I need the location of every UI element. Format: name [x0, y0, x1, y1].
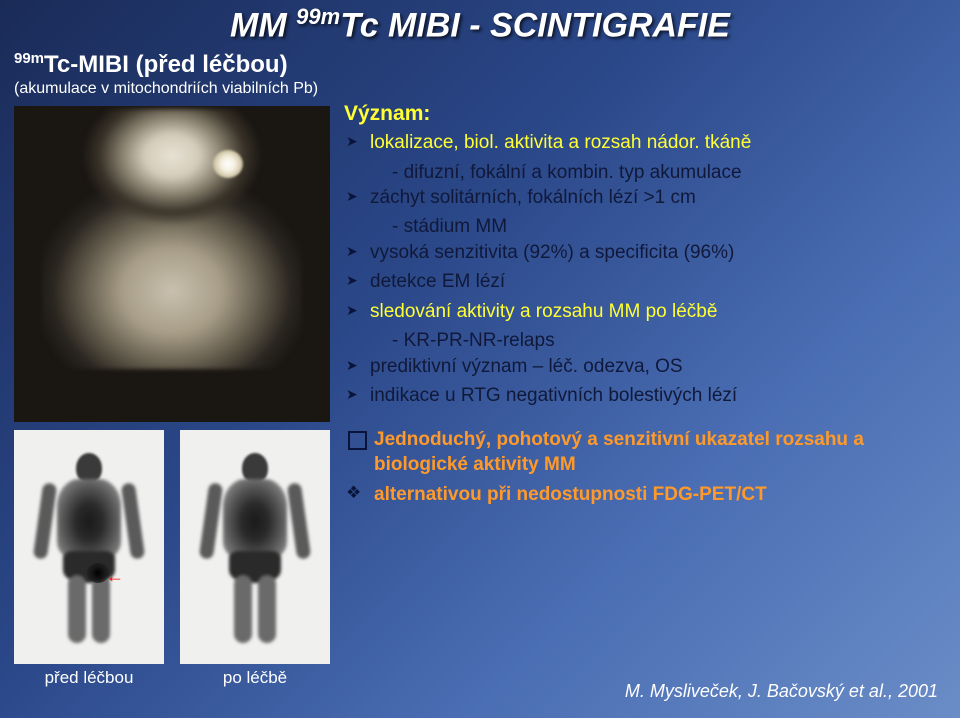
slide: MM 99mTc MIBI - SCINTIGRAFIE 99mTc-MIBI …: [0, 0, 960, 718]
summary-alt: alternativou při nedostupnosti FDG-PET/C…: [344, 482, 942, 507]
content-heading: Význam:: [344, 100, 942, 128]
bullet-sub: - stádium MM: [344, 214, 942, 239]
summary-main: Jednoduchý, pohotový a senzitivní ukazat…: [344, 427, 942, 478]
slide-title: MM 99mTc MIBI - SCINTIGRAFIE: [0, 4, 960, 45]
subtitle: 99mTc-MIBI (před léčbou): [14, 50, 288, 79]
caption-before: před léčbou: [14, 668, 164, 688]
scan-image-main: [14, 106, 330, 422]
bullet-item: sledování aktivity a rozsahu MM po léčbě: [344, 299, 942, 324]
bullet-item: indikace u RTG negativních bolestivých l…: [344, 383, 942, 408]
bullet-sub: - difuzní, fokální a kombin. typ akumula…: [344, 160, 942, 185]
scan-image-before: ←: [14, 430, 164, 664]
scan-image-after: [180, 430, 330, 664]
lesion-arrow-icon: ←: [106, 566, 124, 587]
subtitle-note: (akumulace v mitochondriích viabilních P…: [14, 80, 318, 98]
caption-after: po léčbě: [180, 668, 330, 688]
bullet-list: lokalizace, biol. aktivita a rozsah nádo…: [344, 130, 942, 409]
bullet-sub: - KR-PR-NR-relaps: [344, 328, 942, 353]
bullet-item: detekce EM lézí: [344, 269, 942, 294]
bullet-item: vysoká senzitivita (92%) a specificita (…: [344, 240, 942, 265]
content-block: Význam: lokalizace, biol. aktivita a roz…: [344, 100, 942, 507]
bullet-item: záchyt solitárních, fokálních lézí >1 cm: [344, 185, 942, 210]
reference: M. Mysliveček, J. Bačovský et al., 2001: [625, 681, 938, 702]
bullet-item: prediktivní význam – léč. odezva, OS: [344, 354, 942, 379]
bullet-item: lokalizace, biol. aktivita a rozsah nádo…: [344, 130, 942, 155]
summary-block: Jednoduchý, pohotový a senzitivní ukazat…: [344, 427, 942, 507]
